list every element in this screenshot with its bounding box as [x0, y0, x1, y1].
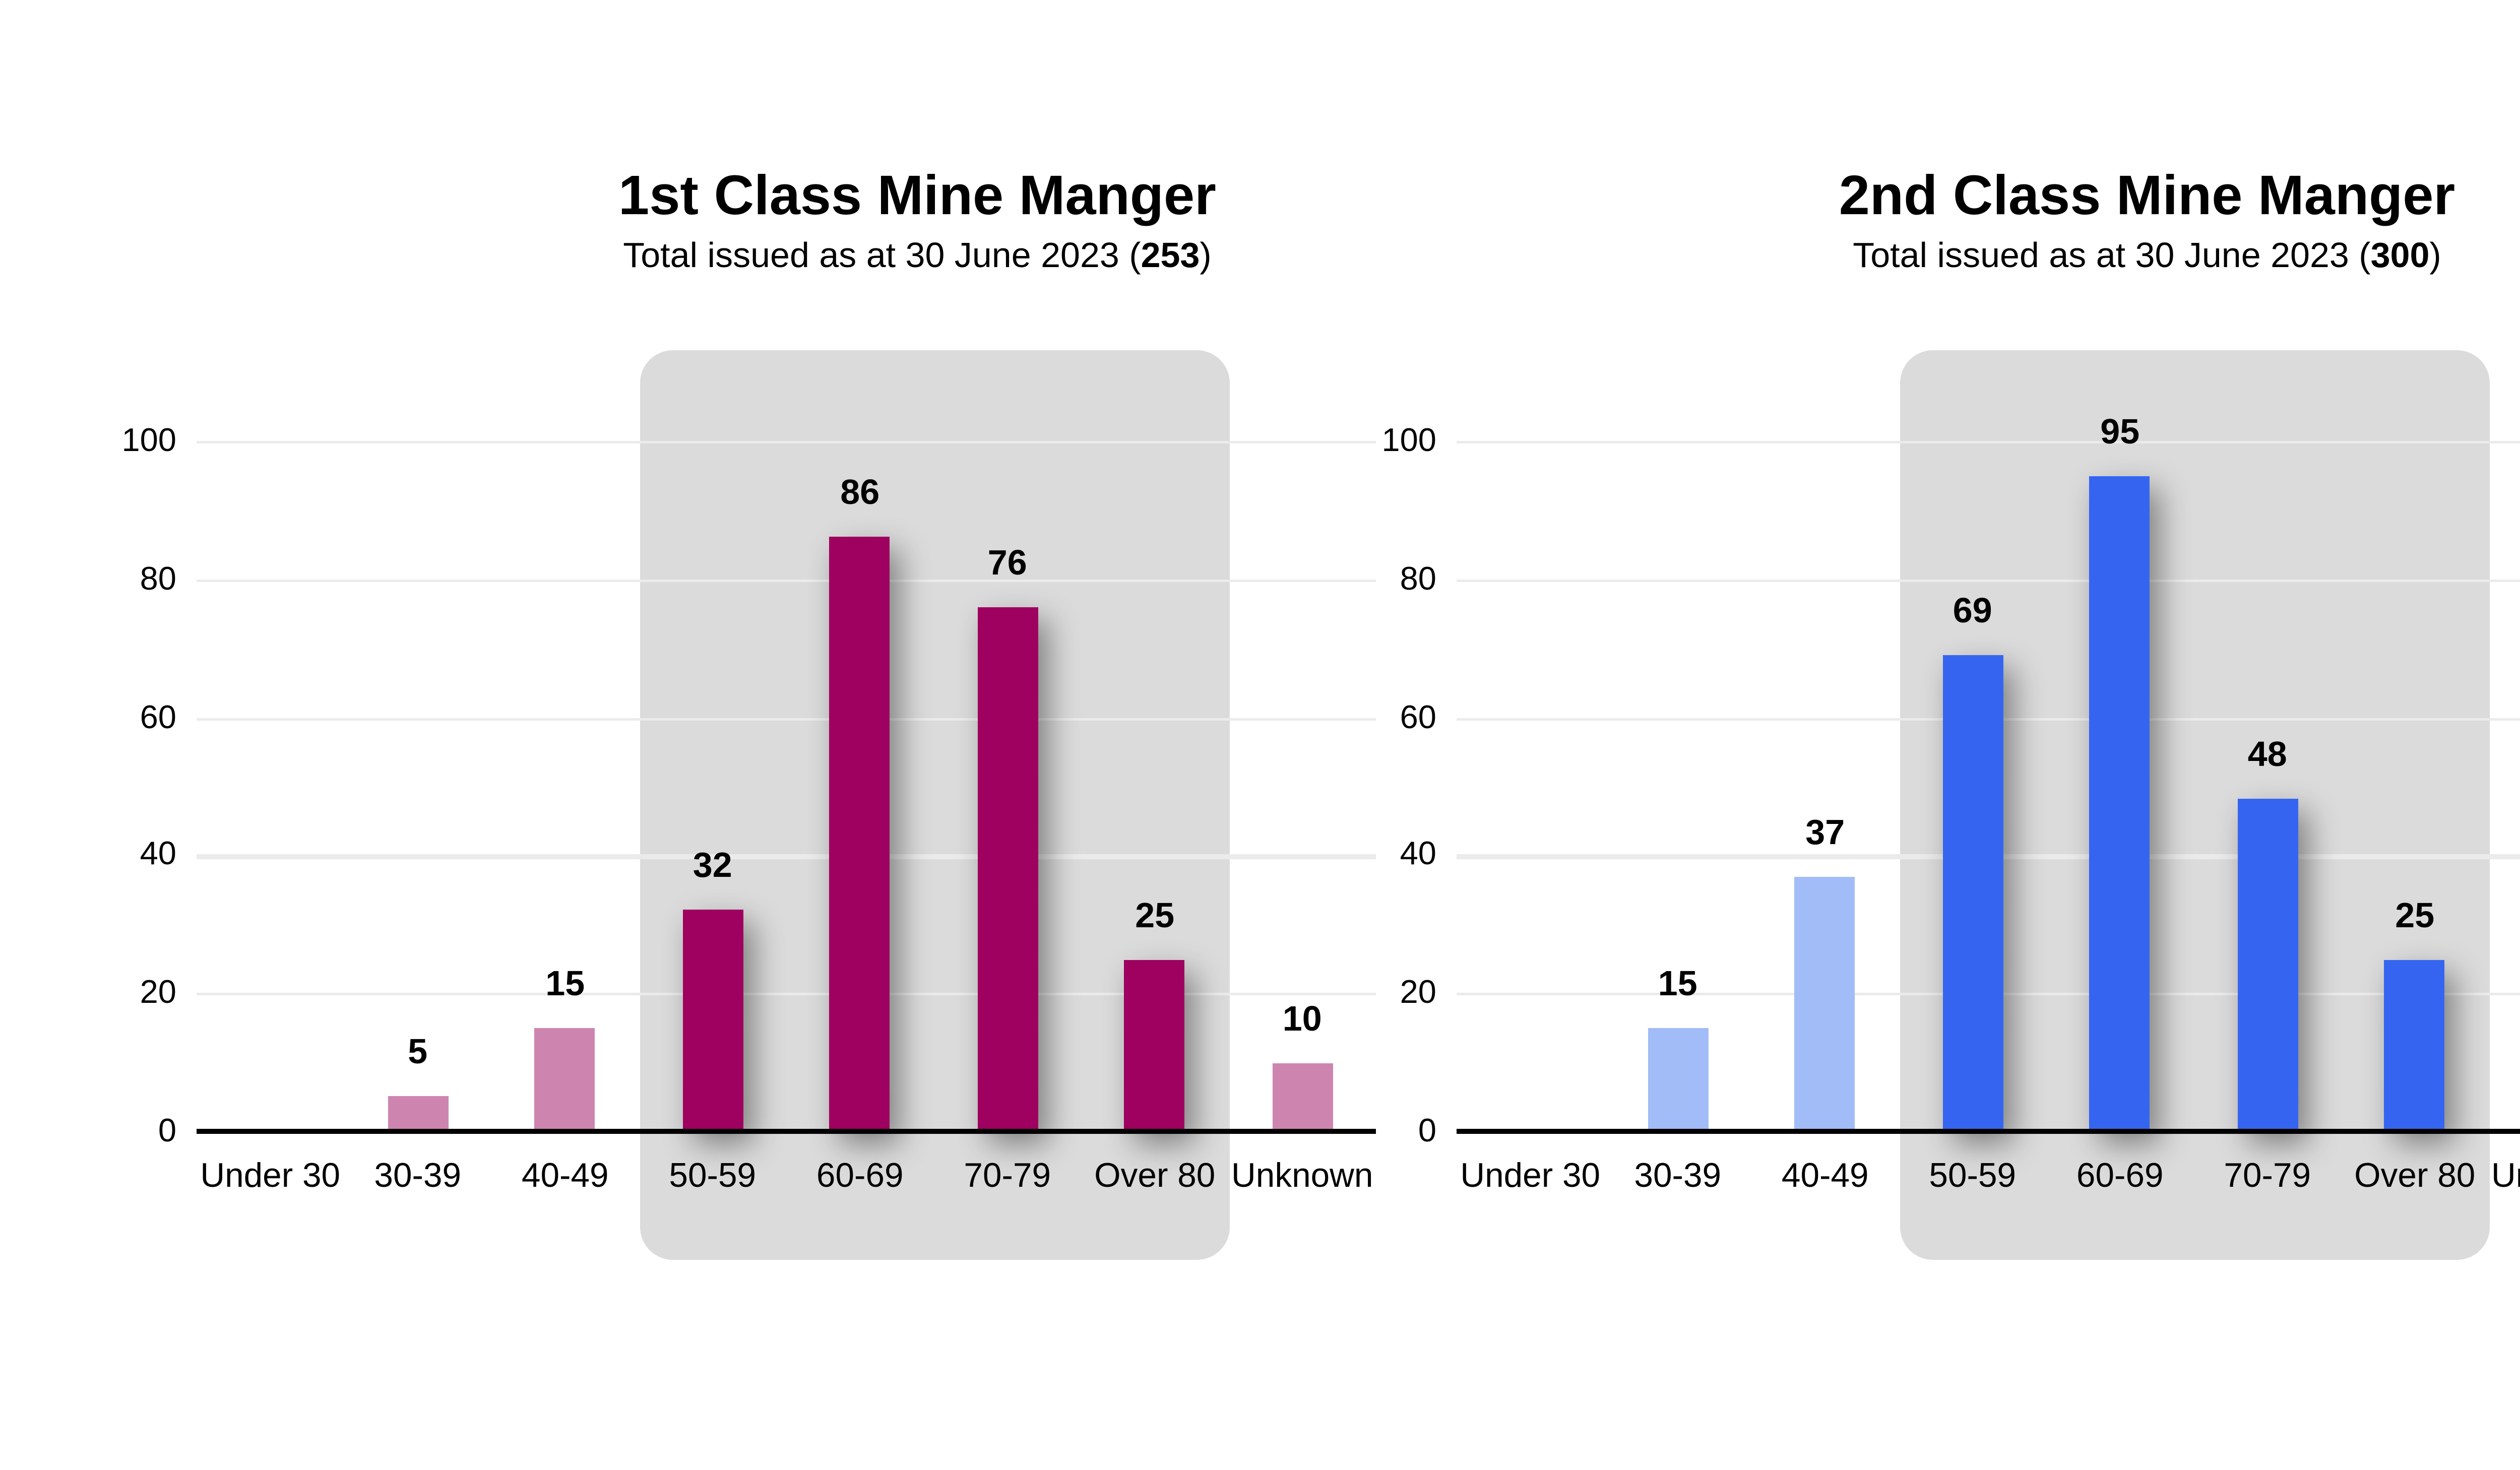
y-axis-tick-label: 40: [1400, 835, 1436, 873]
bar-40-49: [535, 1028, 596, 1131]
y-axis-tick-label: 100: [121, 421, 176, 459]
subtitle-total: 300: [2370, 234, 2430, 275]
x-axis-tick-label: Unknown: [2491, 1157, 2520, 1194]
bar-30-39: [1647, 1028, 1708, 1131]
gridline: [197, 717, 1376, 720]
chart-subtitle: Total issued as at 30 June 2023 (253): [623, 232, 1212, 277]
y-axis-tick-label: 80: [1400, 558, 1436, 597]
x-axis-tick-label: Under 30: [1460, 1157, 1601, 1194]
bar-value-label: 25: [1135, 893, 1175, 934]
x-axis-tick-label: 70-79: [964, 1157, 1051, 1194]
chart-title: 2nd Class Mine Manger: [1839, 164, 2455, 227]
bar-value-label: 48: [2247, 734, 2287, 775]
x-axis-tick-label: Over 80: [2354, 1157, 2476, 1194]
y-axis-tick-label: 60: [1400, 696, 1436, 735]
subtitle-prefix: Total issued as at 30 June 2023 (: [623, 234, 1141, 275]
y-axis-tick-label: 40: [140, 835, 176, 873]
bar-value-label: 11: [2487, 987, 2520, 1033]
x-axis-tick-label: 60-69: [816, 1157, 904, 1194]
x-axis-tick-label: Under 30: [200, 1157, 341, 1194]
x-axis-line: [197, 1129, 1376, 1133]
x-axis-tick-label: 50-59: [1929, 1157, 2017, 1194]
bar-value-label: 25: [2395, 893, 2435, 934]
y-axis-tick-label: 0: [1418, 1111, 1436, 1149]
subtitle-suffix: ): [1200, 234, 1212, 275]
gridline: [197, 855, 1376, 858]
subtitle-suffix: ): [2429, 234, 2441, 275]
y-axis-tick-label: 20: [1400, 973, 1436, 1011]
chart-subtitle: Total issued as at 30 June 2023 (300): [1853, 232, 2441, 277]
x-axis-tick-label: 30-39: [374, 1157, 462, 1194]
bar-50-59: [682, 910, 743, 1131]
gridline: [197, 441, 1376, 444]
bar-value-label: 69: [1952, 589, 1992, 630]
x-axis-tick-label: Unknown: [1231, 1157, 1373, 1194]
bar-value-label: 15: [545, 962, 585, 1003]
bar-40-49: [1795, 876, 1856, 1131]
x-axis-tick-label: 70-79: [2224, 1157, 2311, 1194]
bar-50-59: [1942, 655, 2003, 1131]
bar-60-69: [2090, 475, 2151, 1131]
y-axis-tick-label: 0: [158, 1111, 176, 1149]
bar-70-79: [2237, 800, 2298, 1131]
bar-value-label: 95: [2100, 410, 2140, 451]
bar-30-39: [387, 1097, 448, 1131]
bar-value-label: 37: [1805, 810, 1845, 851]
x-axis-line: [1457, 1129, 2520, 1133]
gridline: [1457, 441, 2520, 444]
bar-over-80: [2384, 958, 2445, 1131]
bar-70-79: [977, 606, 1038, 1131]
bar-unknown: [1272, 1062, 1333, 1131]
x-axis-tick-label: Over 80: [1094, 1157, 1216, 1194]
chart-title: 1st Class Mine Manger: [618, 164, 1216, 227]
y-axis-tick-label: 100: [1381, 421, 1436, 459]
gridline: [197, 993, 1376, 996]
y-axis-tick-label: 20: [140, 973, 176, 1011]
bar-value-label: 10: [1282, 996, 1322, 1037]
y-axis-tick-label: 60: [140, 696, 176, 735]
gridline: [197, 579, 1376, 582]
bar-over-80: [1124, 958, 1185, 1131]
bar-value-label: 5: [408, 1031, 428, 1072]
x-axis-tick-label: 40-49: [1781, 1157, 1869, 1194]
bar-60-69: [830, 537, 891, 1131]
bar-value-label: 76: [987, 541, 1027, 582]
y-axis-tick-label: 80: [140, 558, 176, 597]
x-axis-tick-label: 60-69: [2076, 1157, 2164, 1194]
bar-value-label: 32: [692, 845, 732, 885]
bar-value-label: 15: [1658, 962, 1697, 1003]
subtitle-total: 253: [1141, 234, 1200, 275]
x-axis-tick-label: 50-59: [669, 1157, 757, 1194]
bar-value-label: 86: [840, 472, 880, 513]
gridline: [1457, 579, 2520, 582]
subtitle-prefix: Total issued as at 30 June 2023 (: [1853, 234, 2371, 275]
x-axis-tick-label: 40-49: [521, 1157, 609, 1194]
x-axis-tick-label: 30-39: [1634, 1157, 1722, 1194]
